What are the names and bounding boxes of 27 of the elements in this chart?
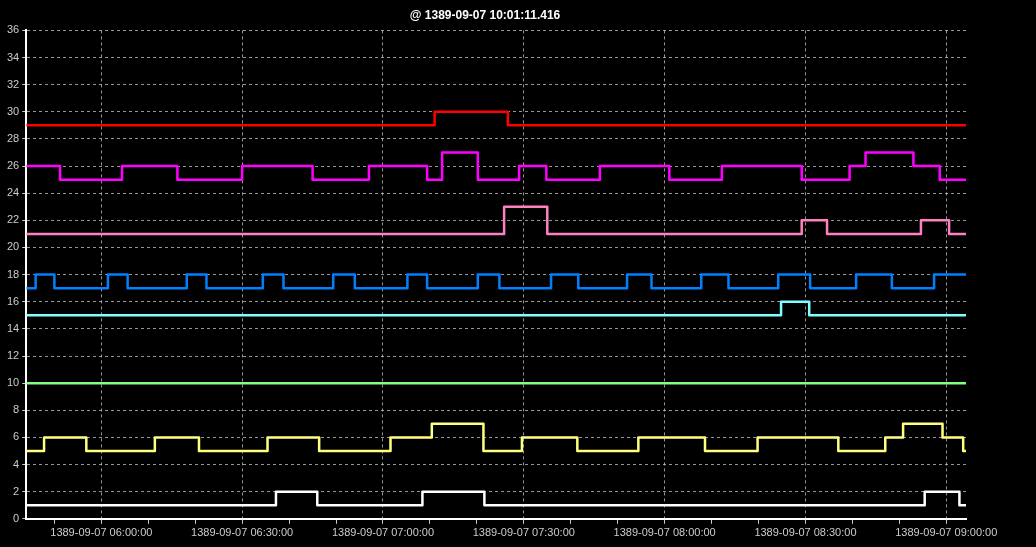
y-tick-label: 4 <box>13 457 20 470</box>
y-tick-label: 32 <box>6 77 20 90</box>
x-tick-label: 1389-09-07 09:00:00 <box>895 526 998 539</box>
y-tick-label: 18 <box>6 267 20 280</box>
x-tick-label: 1389-09-07 07:00:00 <box>331 526 435 539</box>
y-tick-label: 8 <box>13 403 20 416</box>
y-tick-label: 28 <box>6 131 20 144</box>
y-tick-label: 20 <box>6 240 20 253</box>
y-tick-label: 2 <box>13 484 20 497</box>
y-tick-label: 22 <box>6 213 20 226</box>
y-tick-label: 26 <box>6 159 20 172</box>
x-tick-label: 1389-09-07 06:00:00 <box>50 526 153 539</box>
x-tick-label: 1389-09-07 06:30:00 <box>191 526 294 539</box>
chart-title: @ 1389-09-07 10:01:11.416 <box>409 7 561 22</box>
y-tick-label: 14 <box>6 321 20 334</box>
y-tick-label: 10 <box>6 376 20 389</box>
y-tick-label: 12 <box>6 349 20 362</box>
y-tick-label: 0 <box>13 511 20 524</box>
y-tick-label: 6 <box>13 430 20 443</box>
y-tick-label: 34 <box>6 50 20 63</box>
y-tick-label: 30 <box>6 104 20 117</box>
y-tick-label: 36 <box>6 23 20 36</box>
y-tick-label: 16 <box>6 294 20 307</box>
x-tick-label: 1389-09-07 08:00:00 <box>613 526 716 539</box>
y-tick-label: 24 <box>6 186 20 199</box>
x-tick-label: 1389-09-07 08:30:00 <box>754 526 857 539</box>
x-tick-label: 1389-09-07 07:30:00 <box>472 526 575 539</box>
